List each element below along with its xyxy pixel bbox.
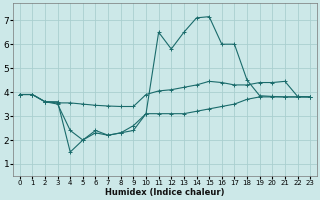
X-axis label: Humidex (Indice chaleur): Humidex (Indice chaleur) [105,188,225,197]
